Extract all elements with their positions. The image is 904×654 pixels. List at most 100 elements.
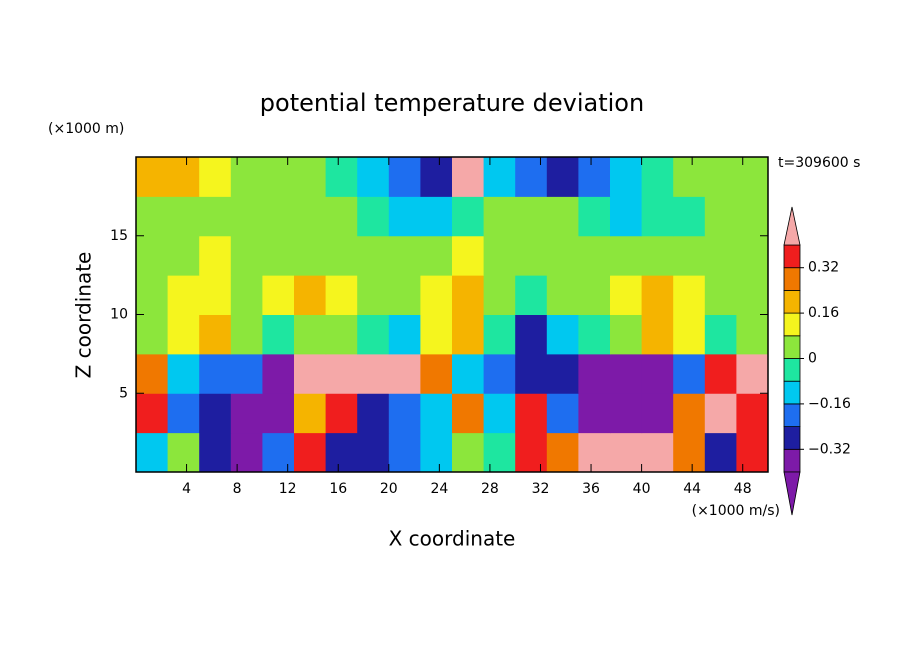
- field-cell: [199, 196, 232, 237]
- field-cell: [610, 275, 643, 315]
- time-annotation: t=309600 s: [778, 155, 860, 171]
- field-cell: [452, 235, 485, 276]
- field-cell: [167, 432, 200, 473]
- field-cell: [230, 196, 263, 237]
- y-tick-label: 10: [110, 307, 128, 323]
- colorbar-label: 0.32: [808, 260, 839, 276]
- colorbar-box: [783, 426, 801, 450]
- field-cell: [546, 393, 579, 434]
- field-cell: [704, 393, 737, 434]
- field-cell: [641, 275, 674, 315]
- field-cell: [420, 393, 453, 434]
- field-cell: [515, 157, 548, 197]
- field-cell: [641, 314, 674, 355]
- field-cell: [262, 314, 295, 355]
- field-cell: [230, 353, 263, 394]
- field-cell: [483, 314, 516, 355]
- field-cell: [736, 432, 769, 473]
- field-cell: [736, 235, 769, 276]
- colorbar-label: 0: [808, 351, 817, 367]
- field-cell: [136, 235, 169, 276]
- field-cell: [136, 353, 169, 394]
- field-cell: [515, 353, 548, 394]
- field-cell: [388, 314, 421, 355]
- field-cell: [641, 235, 674, 276]
- field-cell: [452, 393, 485, 434]
- field-cell: [262, 157, 295, 197]
- y-tick-label: 5: [119, 385, 128, 401]
- field-cell: [294, 393, 327, 434]
- field-cell: [546, 353, 579, 394]
- x-tick-label: 12: [279, 481, 297, 497]
- field-cell: [673, 432, 706, 473]
- field-cell: [325, 235, 358, 276]
- field-cell: [483, 432, 516, 473]
- field-cell: [736, 314, 769, 355]
- y-unit: (×1000 m): [48, 121, 124, 137]
- field-cell: [230, 393, 263, 434]
- field-cell: [610, 314, 643, 355]
- field-cell: [136, 157, 169, 197]
- field: [136, 157, 769, 473]
- field-cell: [230, 235, 263, 276]
- colorbar-label: −0.16: [808, 396, 851, 412]
- field-cell: [167, 353, 200, 394]
- field-cell: [294, 432, 327, 473]
- field-cell: [546, 235, 579, 276]
- field-cell: [578, 157, 611, 197]
- field-cell: [452, 314, 485, 355]
- field-cell: [578, 235, 611, 276]
- field-cell: [641, 432, 674, 473]
- field-cell: [199, 353, 232, 394]
- field-cell: [452, 353, 485, 394]
- field-cell: [294, 275, 327, 315]
- colorbar-box: [783, 380, 801, 405]
- x-tick-label: 40: [633, 481, 651, 497]
- field-cell: [136, 432, 169, 473]
- colorbar-box: [783, 335, 801, 359]
- colorbar-box: [783, 312, 801, 337]
- field-cell: [199, 157, 232, 197]
- field-cell: [262, 235, 295, 276]
- field-cell: [388, 393, 421, 434]
- field-cell: [578, 353, 611, 394]
- field-cell: [673, 157, 706, 197]
- field-cell: [167, 196, 200, 237]
- field-cell: [736, 157, 769, 197]
- field-cell: [357, 314, 390, 355]
- field-cell: [736, 275, 769, 315]
- field-cell: [325, 432, 358, 473]
- x-tick-label: 32: [532, 481, 550, 497]
- field-cell: [546, 157, 579, 197]
- field-cell: [673, 393, 706, 434]
- field-cell: [515, 196, 548, 237]
- field-cell: [294, 196, 327, 237]
- field-cell: [420, 314, 453, 355]
- field-cell: [673, 353, 706, 394]
- field-cell: [230, 314, 263, 355]
- field-cell: [673, 275, 706, 315]
- field-cell: [357, 353, 390, 394]
- field-cell: [262, 275, 295, 315]
- field-cell: [641, 157, 674, 197]
- field-cell: [610, 353, 643, 394]
- field-cell: [641, 353, 674, 394]
- field-cell: [515, 235, 548, 276]
- x-tick-label: 4: [182, 481, 191, 497]
- field-cell: [230, 157, 263, 197]
- field-cell: [294, 353, 327, 394]
- field-cell: [515, 275, 548, 315]
- x-tick-label: 8: [233, 481, 242, 497]
- field-cell: [357, 432, 390, 473]
- field-cell: [230, 275, 263, 315]
- field-cell: [388, 432, 421, 473]
- field-cell: [199, 432, 232, 473]
- field-cell: [452, 196, 485, 237]
- field-cell: [483, 196, 516, 237]
- field-cell: [483, 275, 516, 315]
- field-cell: [199, 235, 232, 276]
- field-cell: [673, 196, 706, 237]
- field-cell: [736, 393, 769, 434]
- field-cell: [610, 235, 643, 276]
- field-cell: [262, 196, 295, 237]
